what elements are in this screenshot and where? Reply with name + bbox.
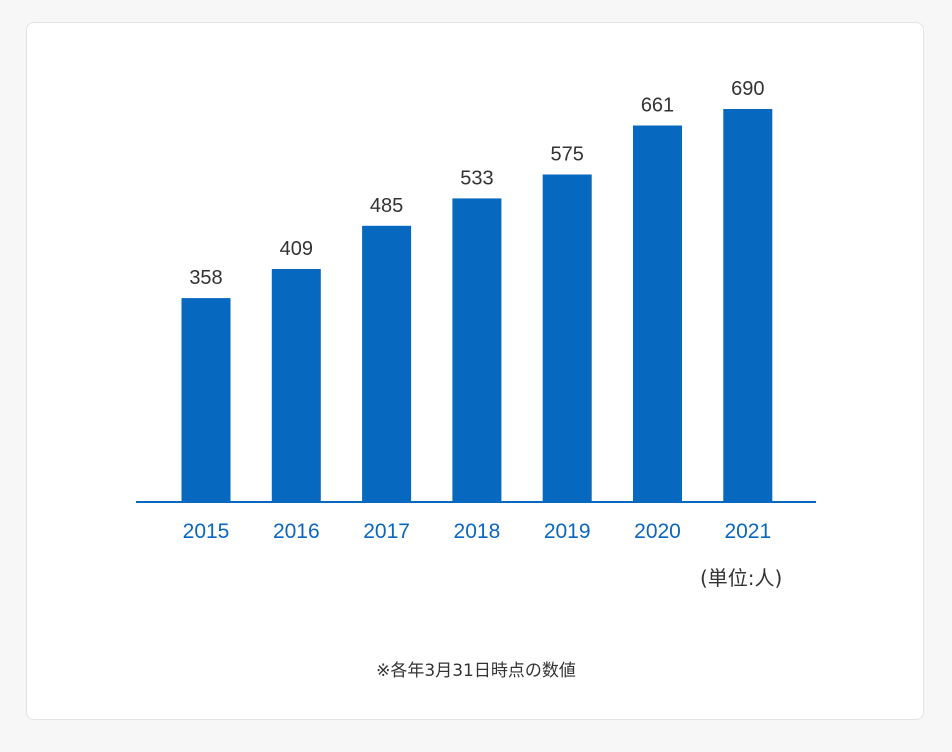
bar-2020	[633, 125, 682, 502]
value-label-2016: 409	[280, 238, 313, 260]
category-label-2021: 2021	[724, 520, 771, 543]
value-label-2018: 533	[460, 167, 493, 189]
value-label-2020: 661	[641, 95, 674, 117]
bar-2018	[452, 198, 502, 502]
value-label-2015: 358	[189, 267, 222, 289]
bar-2015	[181, 298, 231, 502]
category-label-2017: 2017	[363, 520, 410, 543]
value-labels-group: 358 409 485 533 575 661 690	[189, 78, 764, 289]
bars-group	[181, 109, 773, 503]
category-label-2016: 2016	[273, 520, 320, 543]
bar-2016	[271, 269, 321, 502]
bar-2019	[542, 174, 592, 502]
value-label-2021: 690	[731, 78, 764, 100]
category-label-2019: 2019	[544, 520, 591, 543]
category-label-2018: 2018	[454, 520, 501, 543]
value-label-2017: 485	[370, 195, 403, 217]
footnote: ※各年3月31日時点の数値	[376, 661, 576, 681]
unit-label: (単位:人)	[700, 566, 783, 590]
value-label-2019: 575	[551, 144, 584, 166]
category-labels-group: 2015 2016 2017 2018 2019 2020 2021	[183, 520, 772, 543]
bar-2017	[362, 225, 412, 503]
category-label-2020: 2020	[634, 520, 681, 543]
bar-2021	[723, 109, 773, 502]
category-label-2015: 2015	[183, 520, 230, 543]
